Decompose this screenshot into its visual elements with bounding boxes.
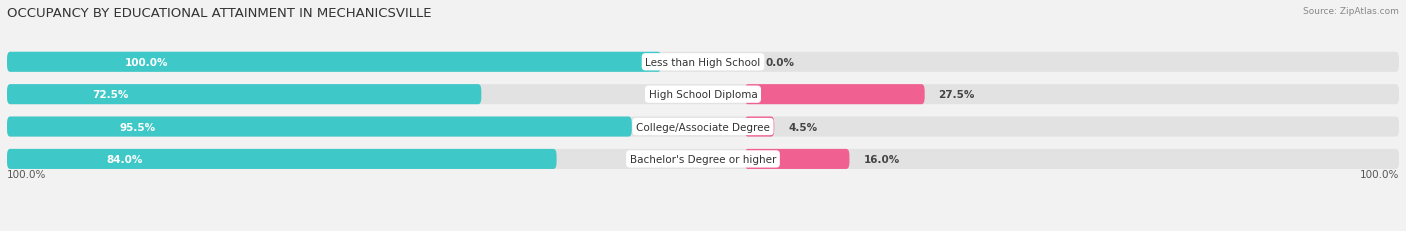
FancyBboxPatch shape <box>7 149 557 169</box>
Text: 100.0%: 100.0% <box>1360 169 1399 179</box>
Text: 100.0%: 100.0% <box>7 169 46 179</box>
FancyBboxPatch shape <box>7 85 481 105</box>
Text: 4.5%: 4.5% <box>789 122 817 132</box>
Text: 0.0%: 0.0% <box>766 58 794 67</box>
Text: 72.5%: 72.5% <box>93 90 129 100</box>
FancyBboxPatch shape <box>745 117 775 137</box>
Text: 16.0%: 16.0% <box>863 154 900 164</box>
Text: 100.0%: 100.0% <box>125 58 169 67</box>
Text: High School Diploma: High School Diploma <box>648 90 758 100</box>
FancyBboxPatch shape <box>7 85 1399 105</box>
FancyBboxPatch shape <box>7 117 1399 137</box>
FancyBboxPatch shape <box>7 149 1399 169</box>
Text: Source: ZipAtlas.com: Source: ZipAtlas.com <box>1303 7 1399 16</box>
FancyBboxPatch shape <box>745 85 925 105</box>
FancyBboxPatch shape <box>7 52 661 73</box>
Text: College/Associate Degree: College/Associate Degree <box>636 122 770 132</box>
Text: Bachelor's Degree or higher: Bachelor's Degree or higher <box>630 154 776 164</box>
FancyBboxPatch shape <box>745 149 849 169</box>
Text: 84.0%: 84.0% <box>105 154 142 164</box>
Text: Less than High School: Less than High School <box>645 58 761 67</box>
Text: OCCUPANCY BY EDUCATIONAL ATTAINMENT IN MECHANICSVILLE: OCCUPANCY BY EDUCATIONAL ATTAINMENT IN M… <box>7 7 432 20</box>
Text: 95.5%: 95.5% <box>120 122 156 132</box>
FancyBboxPatch shape <box>7 117 631 137</box>
Text: 27.5%: 27.5% <box>939 90 974 100</box>
FancyBboxPatch shape <box>7 52 1399 73</box>
